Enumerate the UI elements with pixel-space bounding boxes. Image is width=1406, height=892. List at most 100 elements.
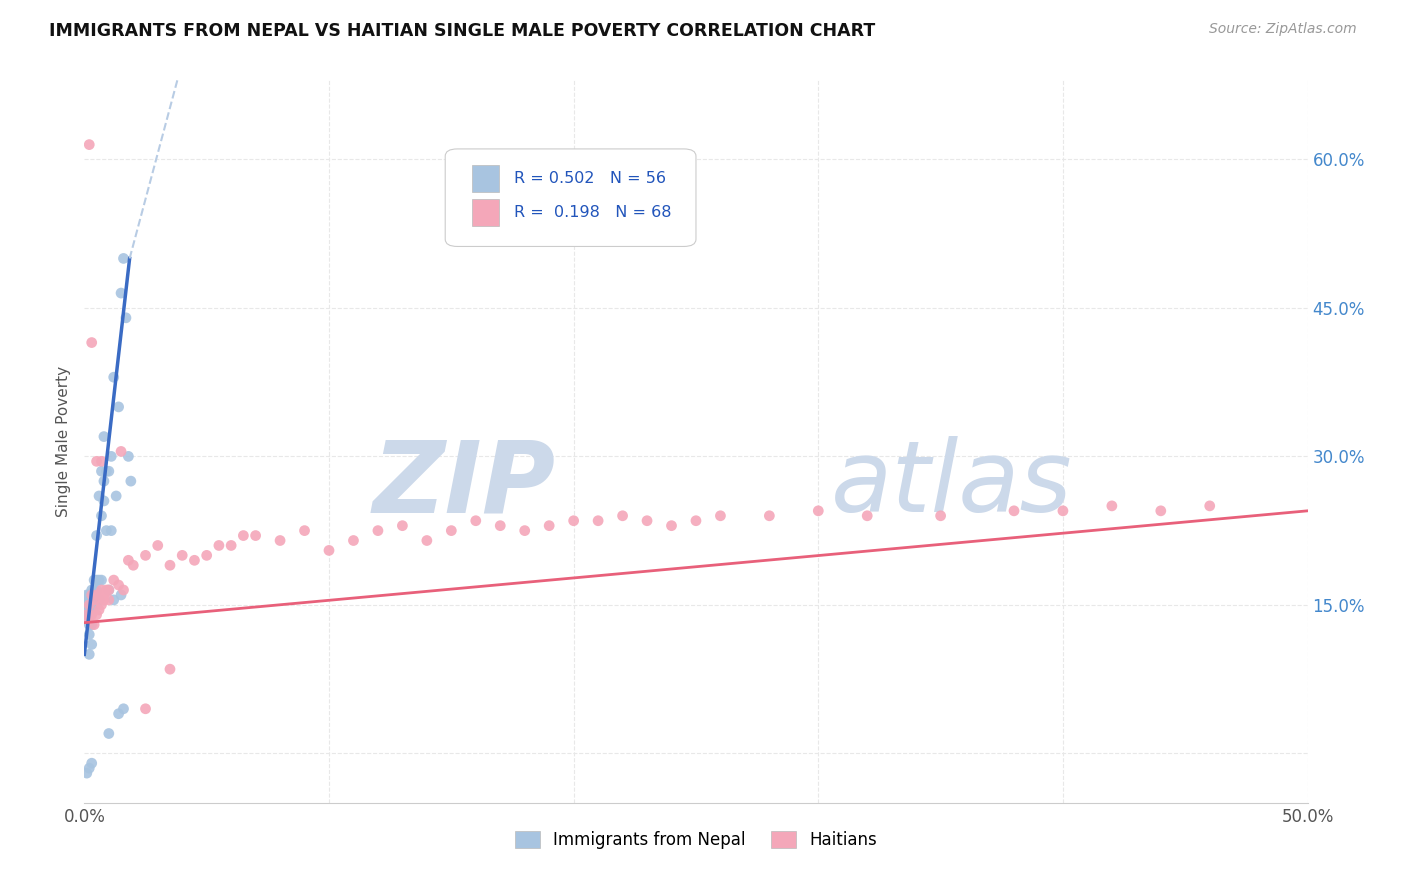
Legend: Immigrants from Nepal, Haitians: Immigrants from Nepal, Haitians xyxy=(509,824,883,856)
Point xyxy=(117,553,139,567)
Point xyxy=(76,766,98,780)
Text: ZIP: ZIP xyxy=(373,436,555,533)
Text: Source: ZipAtlas.com: Source: ZipAtlas.com xyxy=(1209,22,1357,37)
Point xyxy=(97,593,120,607)
Point xyxy=(464,514,486,528)
Point xyxy=(110,588,132,602)
Point xyxy=(83,573,105,587)
Point xyxy=(90,454,112,468)
Point xyxy=(440,524,463,538)
Point xyxy=(513,524,536,538)
Point xyxy=(80,637,103,651)
Y-axis label: Single Male Poverty: Single Male Poverty xyxy=(56,366,72,517)
Point xyxy=(159,662,181,676)
FancyBboxPatch shape xyxy=(446,149,696,246)
FancyBboxPatch shape xyxy=(472,165,499,193)
Point xyxy=(172,549,194,563)
Point xyxy=(77,593,100,607)
Point xyxy=(807,504,830,518)
Point xyxy=(96,464,118,478)
Point xyxy=(86,598,108,612)
Point xyxy=(183,553,205,567)
Point xyxy=(97,582,120,597)
Point xyxy=(80,335,103,350)
Point xyxy=(77,617,100,632)
Point xyxy=(342,533,364,548)
Point xyxy=(538,518,561,533)
Point xyxy=(112,582,135,597)
Point xyxy=(636,514,658,528)
Text: R = 0.502   N = 56: R = 0.502 N = 56 xyxy=(513,171,665,186)
Point xyxy=(93,474,115,488)
Point xyxy=(86,582,108,597)
Point xyxy=(1150,504,1173,518)
Point xyxy=(232,528,254,542)
Point xyxy=(77,648,100,662)
Point xyxy=(97,464,120,478)
Point xyxy=(1052,504,1074,518)
Point xyxy=(685,514,707,528)
Point xyxy=(294,524,316,538)
Text: R =  0.198   N = 68: R = 0.198 N = 68 xyxy=(513,205,671,220)
Point xyxy=(245,528,267,542)
Point xyxy=(80,617,103,632)
FancyBboxPatch shape xyxy=(472,199,499,227)
Point xyxy=(103,593,125,607)
Point xyxy=(107,400,129,414)
Point xyxy=(367,524,389,538)
Point xyxy=(416,533,439,548)
Point xyxy=(612,508,634,523)
Point xyxy=(758,508,780,523)
Point xyxy=(661,518,683,533)
Point xyxy=(87,489,110,503)
Point xyxy=(107,706,129,721)
Point xyxy=(135,702,157,716)
Point xyxy=(77,137,100,152)
Point xyxy=(586,514,609,528)
Point xyxy=(80,603,103,617)
Point xyxy=(77,598,100,612)
Point xyxy=(110,444,132,458)
Point xyxy=(83,617,105,632)
Point xyxy=(77,588,100,602)
Point xyxy=(83,582,105,597)
Point xyxy=(146,539,169,553)
Point xyxy=(90,598,112,612)
Point xyxy=(93,429,115,443)
Point xyxy=(90,508,112,523)
Point xyxy=(77,627,100,641)
Point xyxy=(87,593,110,607)
Point xyxy=(107,578,129,592)
Point xyxy=(135,549,157,563)
Point xyxy=(90,573,112,587)
Point xyxy=(159,558,181,573)
Point xyxy=(93,588,115,602)
Point xyxy=(77,607,100,622)
Point xyxy=(856,508,879,523)
Point xyxy=(87,603,110,617)
Point xyxy=(86,528,108,542)
Point xyxy=(105,489,128,503)
Point xyxy=(76,593,98,607)
Point xyxy=(77,598,100,612)
Point xyxy=(112,702,135,716)
Point xyxy=(97,726,120,740)
Point xyxy=(76,613,98,627)
Point xyxy=(208,539,231,553)
Point xyxy=(195,549,218,563)
Point xyxy=(80,607,103,622)
Point xyxy=(562,514,585,528)
Point xyxy=(86,454,108,468)
Point xyxy=(709,508,731,523)
Point xyxy=(318,543,340,558)
Point xyxy=(103,573,125,587)
Point xyxy=(77,613,100,627)
Point xyxy=(1002,504,1025,518)
Point xyxy=(489,518,512,533)
Point xyxy=(80,588,103,602)
Point xyxy=(1198,499,1220,513)
Point xyxy=(96,582,118,597)
Point xyxy=(77,761,100,775)
Point xyxy=(219,539,242,553)
Point xyxy=(391,518,413,533)
